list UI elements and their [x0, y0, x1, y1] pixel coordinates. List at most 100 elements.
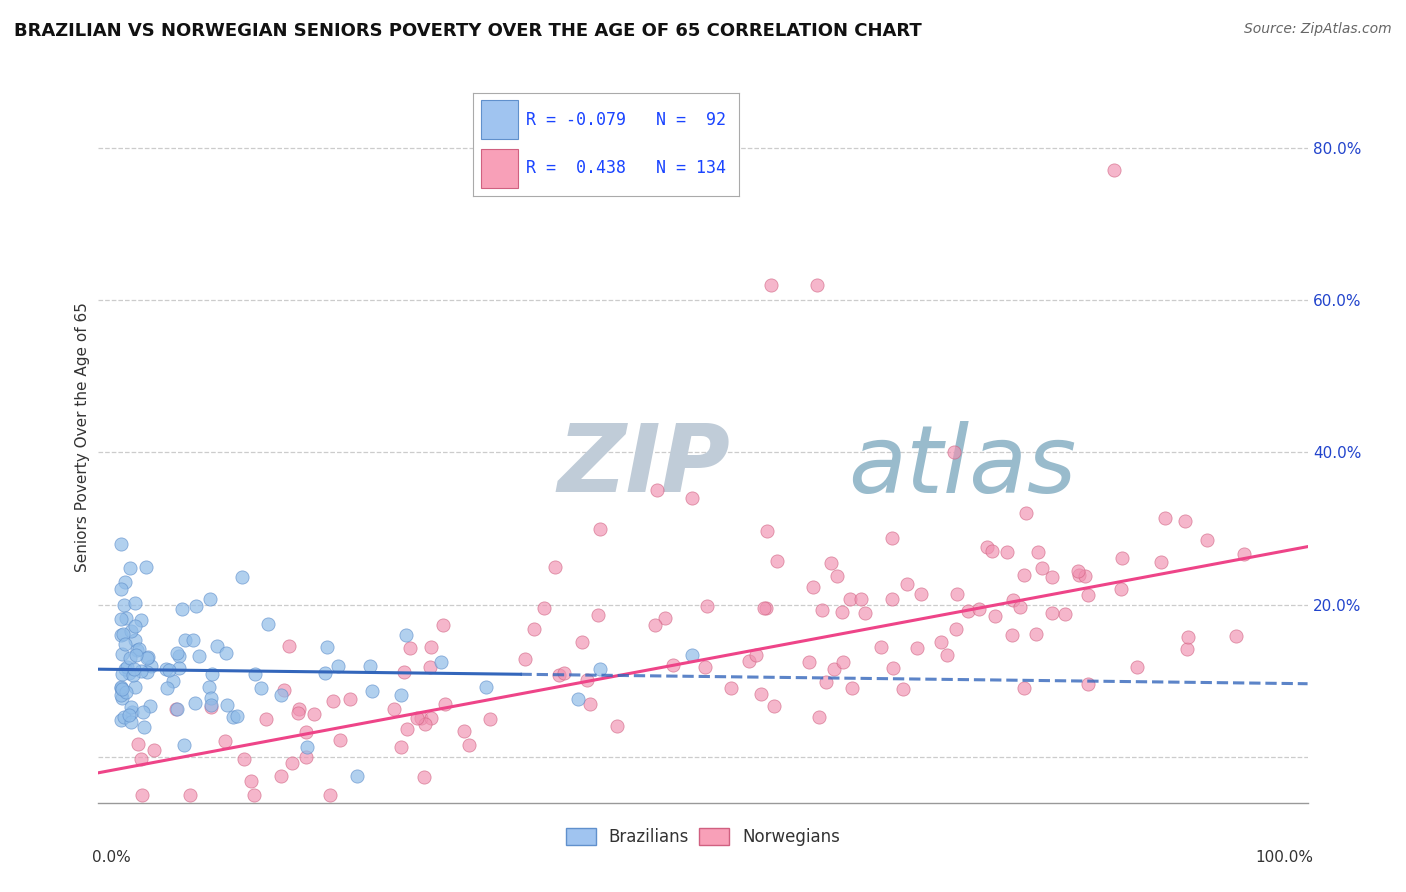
- Point: [553, 665, 575, 680]
- Point: [579, 697, 602, 711]
- Point: [547, 668, 569, 682]
- Y-axis label: Seniors Poverty Over the Age of 65: Seniors Poverty Over the Age of 65: [75, 302, 90, 572]
- Point: [720, 681, 742, 695]
- Point: [132, 720, 155, 734]
- Point: [738, 654, 761, 668]
- Point: [131, 705, 153, 719]
- Point: [240, 774, 263, 789]
- Point: [882, 661, 904, 675]
- Point: [115, 685, 138, 699]
- Point: [453, 723, 475, 738]
- Point: [839, 592, 862, 607]
- Point: [398, 640, 420, 655]
- Point: [157, 663, 180, 677]
- Point: [544, 559, 567, 574]
- Point: [1077, 676, 1099, 690]
- Point: [287, 706, 309, 721]
- Text: ZIP: ZIP: [558, 420, 731, 512]
- Point: [114, 574, 136, 589]
- Point: [981, 544, 1004, 558]
- Point: [1077, 588, 1099, 602]
- Point: [1025, 627, 1047, 641]
- Point: [277, 639, 299, 653]
- Point: [128, 642, 150, 657]
- Point: [281, 756, 304, 770]
- Point: [329, 733, 352, 747]
- Point: [1126, 659, 1149, 673]
- Point: [110, 628, 132, 642]
- Point: [135, 665, 157, 679]
- Point: [295, 749, 318, 764]
- Point: [136, 650, 159, 665]
- Point: [322, 694, 344, 708]
- Point: [302, 707, 325, 722]
- Point: [761, 277, 783, 292]
- Text: 100.0%: 100.0%: [1256, 850, 1313, 865]
- Point: [523, 622, 546, 636]
- Point: [112, 598, 135, 612]
- Point: [419, 660, 441, 674]
- Point: [1232, 547, 1254, 561]
- Point: [339, 691, 361, 706]
- Point: [880, 591, 903, 606]
- Point: [135, 559, 157, 574]
- Point: [117, 660, 139, 674]
- Point: [394, 665, 416, 679]
- Text: BRAZILIAN VS NORWEGIAN SENIORS POVERTY OVER THE AGE OF 65 CORRELATION CHART: BRAZILIAN VS NORWEGIAN SENIORS POVERTY O…: [14, 22, 922, 40]
- Point: [215, 646, 238, 660]
- Point: [111, 648, 134, 662]
- Point: [328, 659, 350, 673]
- Point: [1053, 607, 1076, 621]
- Point: [827, 569, 849, 583]
- Point: [589, 521, 612, 535]
- Point: [681, 491, 703, 505]
- Point: [409, 710, 432, 724]
- Point: [173, 632, 195, 647]
- Point: [110, 681, 132, 695]
- Text: atlas: atlas: [848, 421, 1077, 512]
- Point: [751, 687, 773, 701]
- Point: [114, 637, 136, 651]
- Point: [361, 684, 384, 698]
- Point: [395, 628, 418, 642]
- Point: [110, 582, 132, 597]
- Point: [420, 711, 443, 725]
- Point: [1031, 561, 1053, 575]
- Point: [815, 675, 838, 690]
- Point: [169, 648, 191, 663]
- Point: [122, 667, 145, 681]
- Point: [184, 599, 207, 613]
- Point: [120, 714, 142, 729]
- Point: [433, 697, 456, 711]
- Point: [136, 651, 159, 665]
- Point: [967, 602, 990, 616]
- Point: [124, 632, 146, 647]
- Point: [155, 662, 177, 676]
- Point: [127, 642, 149, 657]
- Point: [295, 724, 318, 739]
- Point: [995, 545, 1018, 559]
- Point: [429, 655, 451, 669]
- Point: [475, 680, 498, 694]
- Point: [139, 698, 162, 713]
- Point: [841, 681, 863, 695]
- Point: [270, 769, 292, 783]
- Point: [1014, 681, 1036, 695]
- Point: [166, 702, 188, 716]
- Point: [976, 540, 998, 554]
- Point: [122, 662, 145, 676]
- Point: [571, 635, 593, 649]
- Point: [129, 613, 152, 627]
- Point: [162, 673, 184, 688]
- Point: [910, 587, 932, 601]
- Point: [1074, 569, 1097, 583]
- Point: [1175, 641, 1198, 656]
- Point: [1040, 606, 1063, 620]
- Point: [121, 705, 143, 719]
- Point: [533, 600, 555, 615]
- Point: [419, 640, 441, 655]
- Point: [956, 604, 979, 618]
- Point: [869, 640, 891, 655]
- Point: [756, 524, 779, 538]
- Point: [810, 603, 832, 617]
